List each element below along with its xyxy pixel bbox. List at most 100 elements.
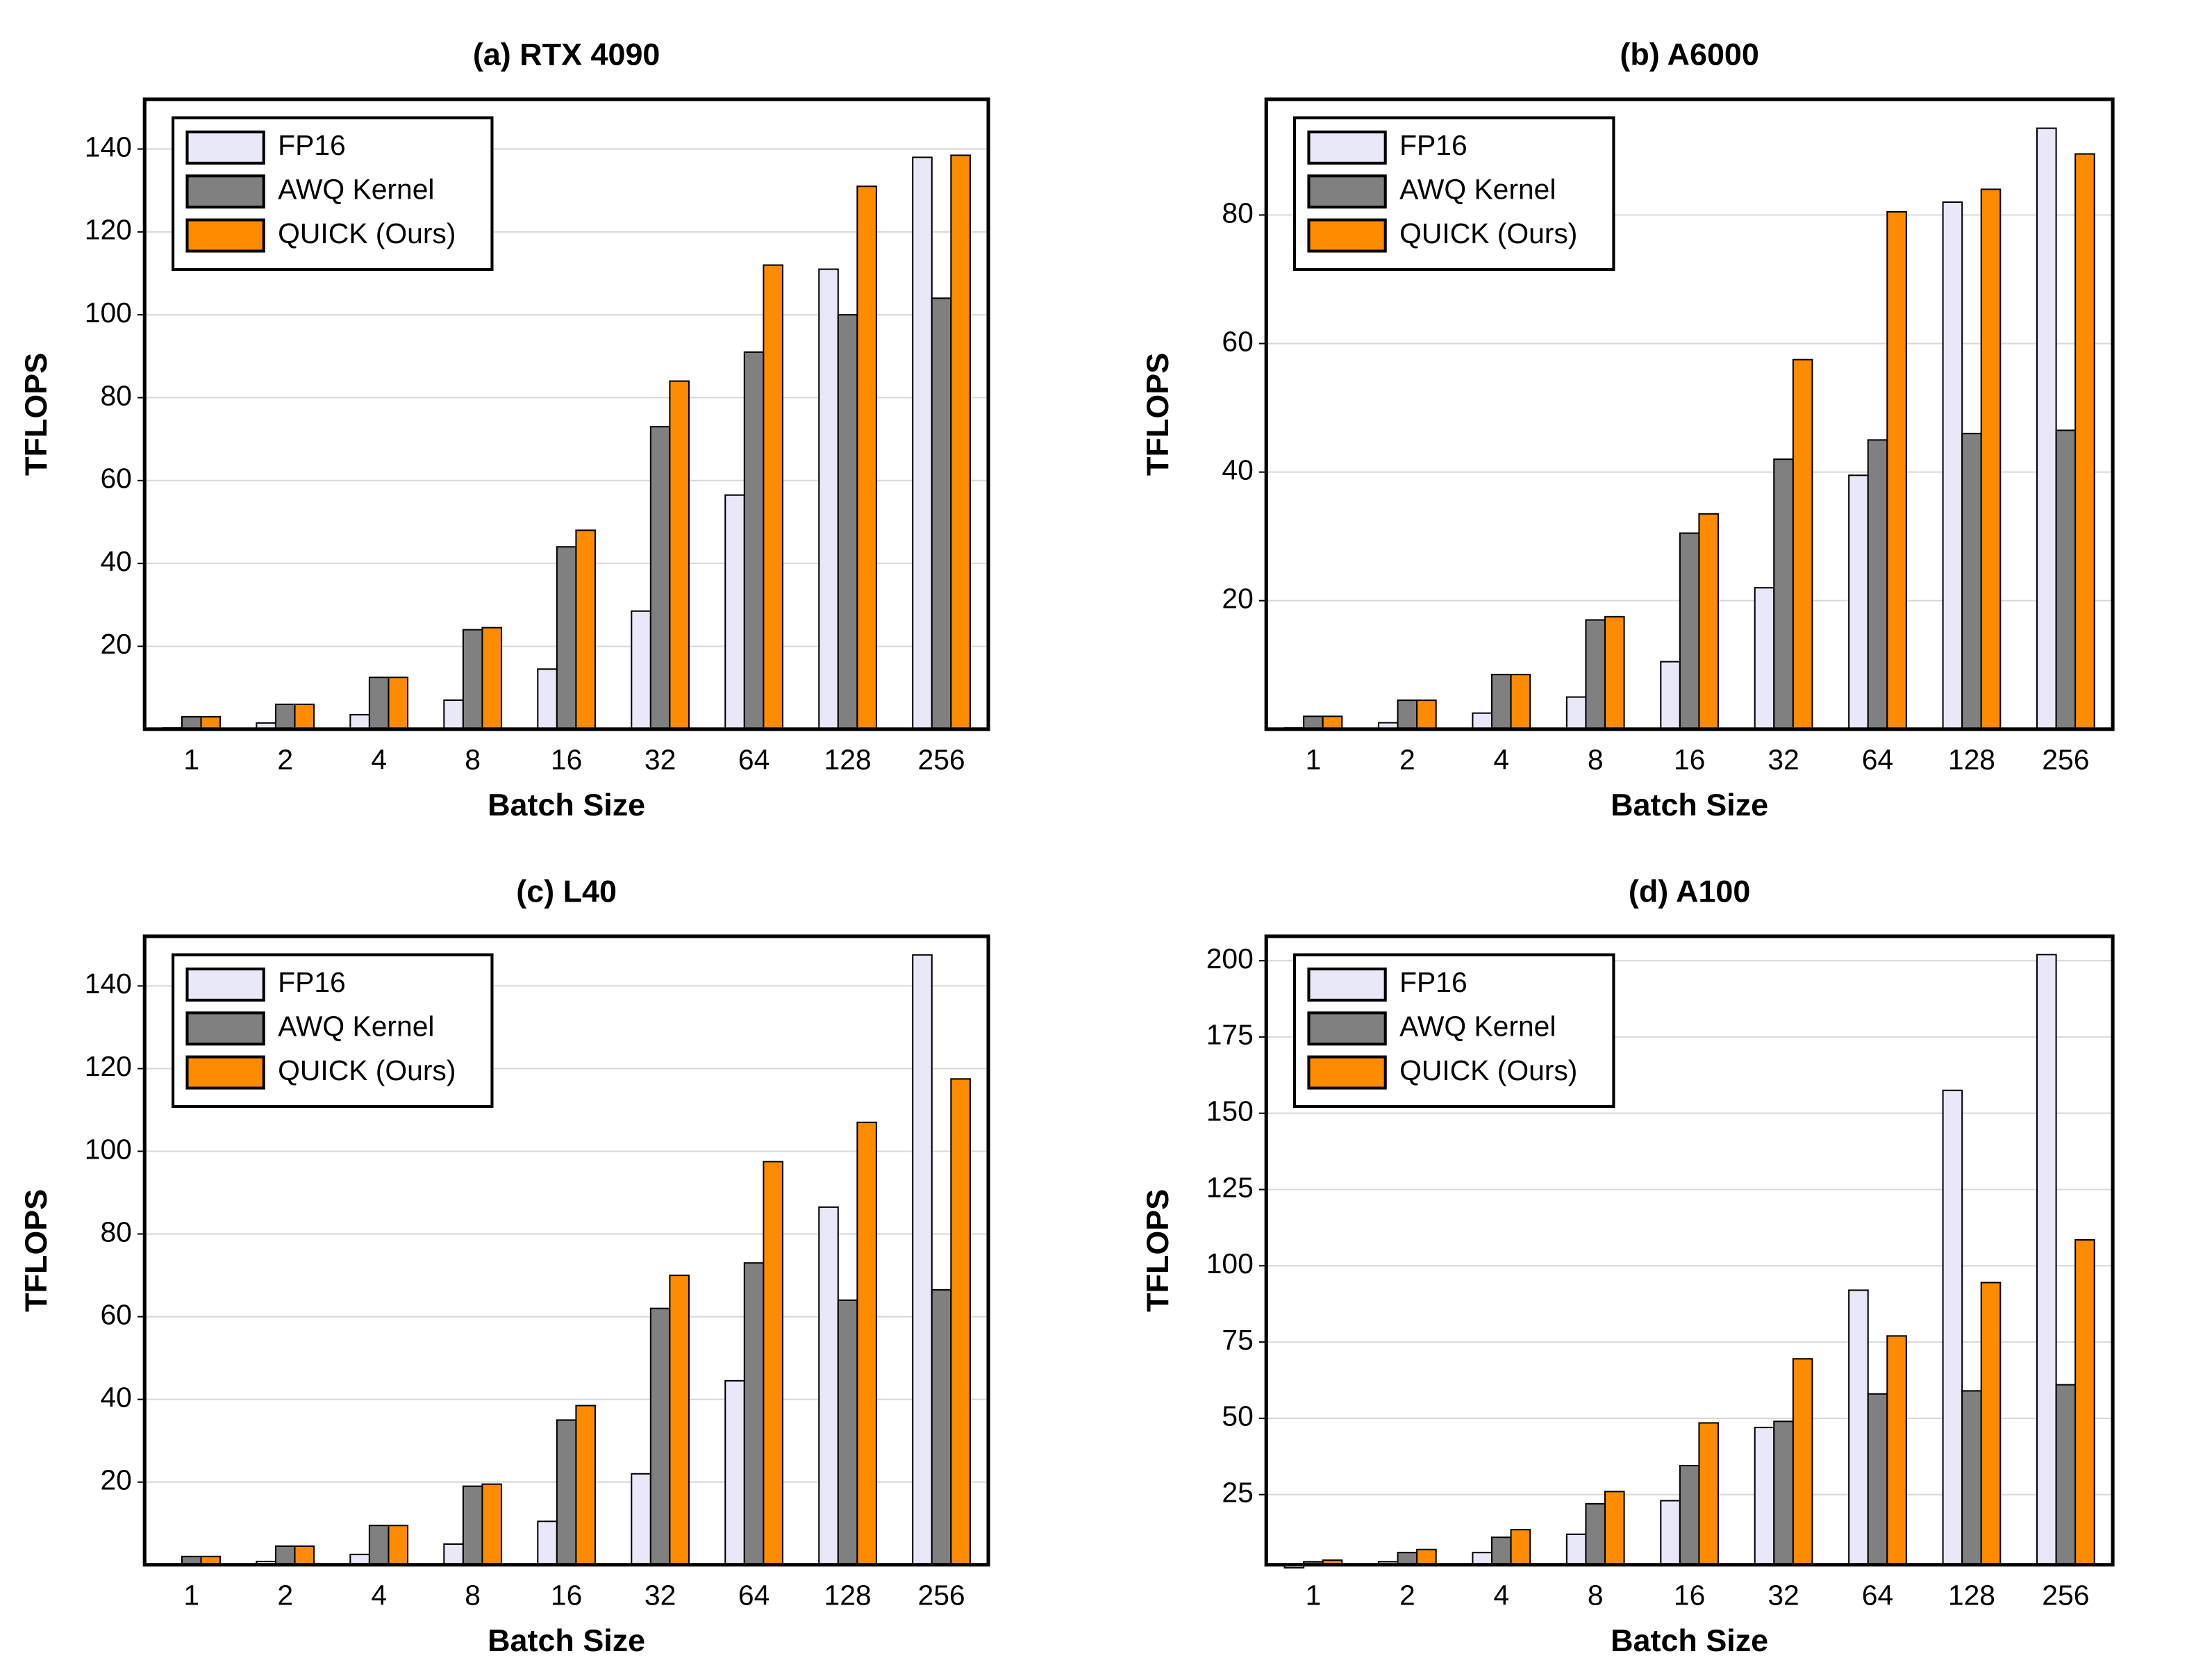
bar: [462, 1485, 483, 1566]
legend-swatch: [1307, 174, 1387, 209]
legend-label: QUICK (Ours): [278, 217, 456, 249]
y-tick-label: 60: [100, 1298, 131, 1330]
bar: [1792, 1358, 1813, 1566]
bar: [1660, 1500, 1681, 1566]
bar: [1754, 587, 1775, 730]
legend-label: AWQ Kernel: [278, 173, 434, 205]
x-tick-label: 8: [1588, 744, 1604, 776]
chart-title: (d) A100: [1629, 874, 1750, 909]
legend-swatch: [185, 174, 265, 209]
y-tick-label: 40: [1222, 454, 1253, 486]
bar: [1773, 458, 1794, 730]
bar: [537, 668, 558, 730]
bar: [1472, 1552, 1493, 1566]
bar: [443, 1543, 464, 1566]
bar: [1604, 1491, 1625, 1566]
bar: [274, 1545, 296, 1566]
bar: [669, 1275, 690, 1566]
y-tick-label: 80: [100, 379, 131, 411]
legend-label: QUICK (Ours): [278, 1054, 456, 1086]
bar: [631, 610, 651, 730]
bar: [388, 677, 409, 730]
bar: [1698, 513, 1720, 730]
x-tick-label: 1: [183, 744, 199, 776]
x-tick-label: 2: [277, 744, 293, 776]
bar: [1510, 1529, 1531, 1566]
legend-label: AWQ Kernel: [1399, 173, 1556, 205]
bar: [1886, 210, 1907, 730]
x-tick-label: 16: [1674, 1579, 1705, 1611]
y-tick-label: 75: [1222, 1324, 1253, 1356]
x-tick-label: 4: [1493, 1579, 1509, 1611]
y-tick-label: 80: [100, 1216, 131, 1248]
y-tick-label: 140: [85, 131, 132, 163]
y-tick-label: 100: [85, 1133, 132, 1165]
y-tick-label: 20: [100, 1464, 131, 1495]
legend-label: FP16: [1399, 129, 1467, 161]
legend-label: FP16: [278, 966, 346, 998]
bar: [1303, 715, 1324, 730]
bar: [1565, 1533, 1587, 1566]
bar: [1867, 1393, 1888, 1566]
bar: [2074, 153, 2095, 730]
bar: [743, 351, 765, 730]
x-tick-label: 2: [1399, 744, 1415, 776]
y-tick-label: 20: [1222, 582, 1253, 614]
bar: [1942, 201, 1963, 730]
bar: [2036, 127, 2057, 730]
bar: [274, 703, 296, 730]
bar: [2055, 429, 2077, 730]
bar: [1660, 661, 1681, 730]
bar: [1604, 615, 1625, 730]
bar: [1848, 1289, 1869, 1566]
bar: [763, 264, 783, 730]
y-tick-label: 60: [100, 463, 131, 495]
y-tick-label: 60: [1222, 325, 1253, 357]
bar: [349, 713, 370, 730]
plot-frame: [142, 97, 990, 731]
bar: [556, 546, 577, 730]
x-tick-label: 128: [1948, 1579, 1995, 1611]
bar: [818, 268, 839, 730]
bar: [837, 1299, 858, 1566]
bar: [1416, 699, 1437, 730]
bar: [1585, 1502, 1606, 1566]
bar: [1961, 1390, 1982, 1566]
x-tick-label: 32: [1768, 1579, 1799, 1611]
x-tick-label: 128: [824, 744, 872, 776]
bar: [1510, 674, 1531, 730]
x-axis-label: Batch Size: [488, 787, 645, 822]
y-tick-label: 120: [85, 1050, 132, 1082]
bar: [556, 1419, 577, 1566]
bar: [200, 715, 222, 730]
x-tick-label: 256: [917, 1579, 965, 1611]
bar: [1980, 188, 2002, 730]
legend-swatch: [185, 218, 265, 253]
bar: [856, 185, 877, 730]
bar: [481, 627, 503, 730]
plot-frame: [142, 934, 990, 1567]
bar: [649, 426, 671, 730]
y-axis-label: TFLOPS: [18, 1189, 53, 1312]
x-tick-label: 64: [1862, 744, 1893, 776]
x-axis-label: Batch Size: [1611, 787, 1768, 822]
y-axis-label: TFLOPS: [18, 353, 53, 476]
bar: [1754, 1427, 1775, 1566]
y-tick-label: 20: [100, 628, 131, 660]
x-tick-label: 256: [917, 744, 965, 776]
x-tick-label: 4: [371, 1579, 387, 1611]
x-tick-label: 256: [2042, 1579, 2089, 1611]
bar: [1942, 1089, 1963, 1566]
plot-frame: [1264, 934, 2115, 1567]
y-axis-label: TFLOPS: [1140, 353, 1175, 476]
y-tick-label: 200: [1206, 943, 1254, 975]
bar: [1679, 532, 1700, 730]
bar: [912, 156, 933, 730]
bar: [575, 529, 597, 730]
bar: [669, 380, 690, 730]
legend-swatch: [1307, 1011, 1387, 1046]
y-tick-label: 125: [1206, 1171, 1254, 1203]
x-tick-label: 2: [1399, 1579, 1415, 1611]
